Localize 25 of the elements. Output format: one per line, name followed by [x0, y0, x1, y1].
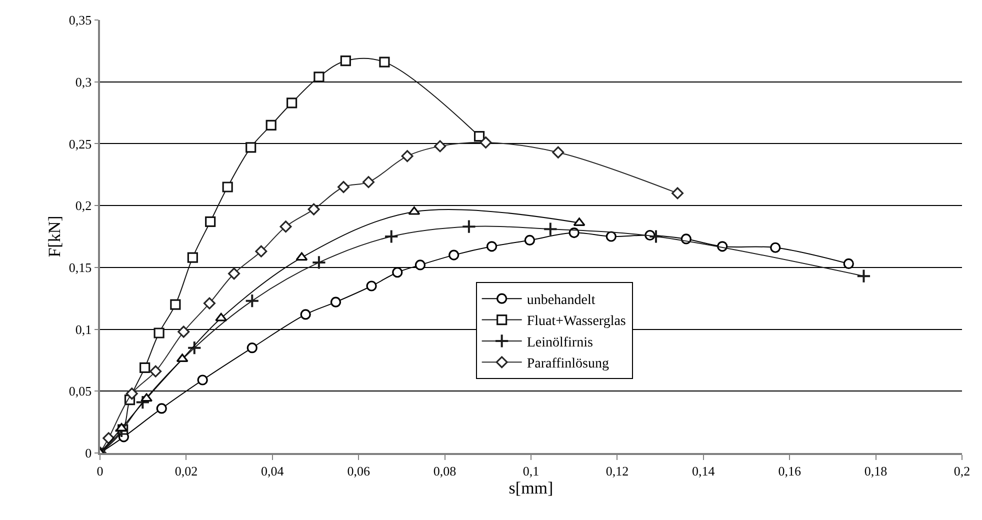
x-tick-label: 0,16 — [778, 463, 802, 478]
x-tick-label: 0,14 — [692, 463, 716, 478]
x-tick-label: 0,2 — [954, 463, 970, 478]
x-tick-label: 0 — [96, 463, 104, 478]
y-tick-label: 0,05 — [68, 384, 92, 399]
y-tick-label: 0,2 — [75, 198, 92, 214]
legend-label: Leinölfirnis — [526, 335, 593, 350]
y-axis-title: F[kN] — [44, 216, 64, 258]
legend-label: Fluat+Wasserglas — [526, 314, 626, 330]
y-tick-label: 0 — [85, 446, 92, 461]
y-tick-label: 0,3 — [75, 74, 92, 90]
x-tick-label: 0,08 — [433, 463, 456, 478]
x-tick-label: 0,18 — [864, 463, 888, 478]
y-tick-label: 0,35 — [68, 12, 92, 28]
y-tick-label: 0,1 — [75, 322, 92, 337]
x-tick-label: 0,1 — [522, 463, 540, 478]
x-tick-label: 0,06 — [347, 463, 370, 478]
x-tick-label: 0,02 — [174, 463, 198, 478]
x-tick-label: 0,04 — [261, 463, 284, 478]
legend-label: Paraffinlösung — [526, 356, 610, 372]
y-tick-label: 0,15 — [68, 260, 92, 275]
x-axis-title: s[mm] — [508, 478, 554, 498]
y-tick-label: 0,25 — [68, 136, 92, 152]
legend-label: unbehandelt — [526, 293, 596, 308]
x-tick-label: 0,12 — [606, 463, 629, 478]
